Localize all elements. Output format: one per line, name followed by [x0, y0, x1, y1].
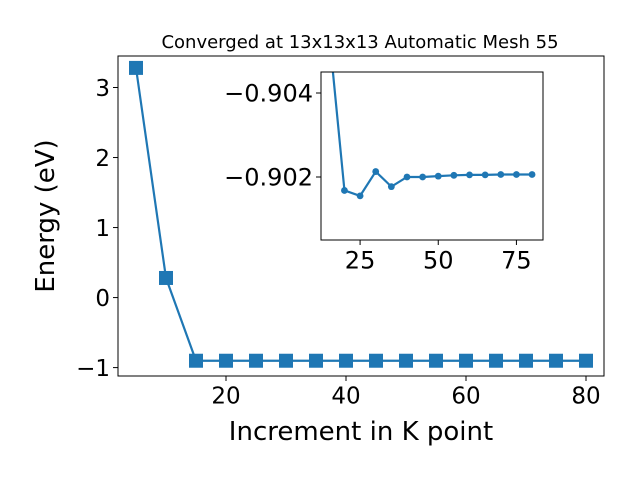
- main-x-tick-label: 60: [451, 384, 480, 410]
- inset-data-point: [481, 171, 489, 179]
- main-y-tick-label: 2: [95, 146, 110, 172]
- main-series-line: [134, 67, 586, 362]
- chart-title: Converged at 13x13x13 Automatic Mesh 55: [161, 32, 558, 53]
- main-data-point: [219, 353, 233, 368]
- inset-plot: 25 50 75 −0.902 −0.904: [224, 71, 544, 275]
- main-data-point: [249, 353, 263, 368]
- main-data-point: [549, 353, 563, 368]
- inset-x-tick-label: 25: [345, 247, 376, 275]
- inset-data-point: [341, 187, 348, 194]
- main-x-tick-label: 20: [211, 384, 240, 410]
- inset-x-tick-label: 50: [423, 247, 454, 275]
- main-x-tick-label: 80: [571, 384, 600, 410]
- inset-axes-frame: [320, 71, 544, 241]
- inset-data-point: [450, 171, 458, 179]
- main-y-tick-label: −1: [76, 356, 110, 382]
- main-axes-frame: [117, 55, 605, 377]
- inset-data-point: [387, 183, 395, 191]
- inset-x-axis-ticks: 25 50 75: [345, 240, 532, 275]
- main-data-point: [519, 353, 533, 368]
- main-data-point: [189, 353, 203, 368]
- main-plot: 20 40 60 80 −1 0 1 2 3 Increment in K point Ene…: [31, 55, 605, 447]
- main-y-tick-label: 1: [95, 216, 110, 242]
- inset-data-point: [513, 171, 520, 178]
- x-axis-label: Increment in K point: [229, 417, 493, 447]
- main-x-tick-label: 40: [331, 384, 360, 410]
- inset-data-point: [419, 173, 427, 181]
- main-data-point: [399, 353, 413, 368]
- main-data-point: [309, 353, 323, 368]
- main-y-axis-ticks: −1 0 1 2 3: [76, 76, 118, 382]
- main-data-point: [489, 353, 503, 368]
- main-y-tick-label: 0: [95, 286, 110, 312]
- inset-data-point: [356, 192, 364, 200]
- main-data-point: [339, 353, 353, 368]
- inset-data-point: [434, 172, 442, 180]
- main-data-point: [369, 353, 383, 368]
- inset-series: [331, 72, 536, 200]
- inset-data-point: [372, 168, 380, 175]
- inset-y-tick-label: −0.904: [224, 80, 313, 108]
- main-data-point: [159, 270, 173, 285]
- inset-data-point: [528, 171, 536, 178]
- main-data-point: [579, 353, 593, 368]
- inset-y-axis-ticks: −0.902 −0.904: [224, 80, 321, 192]
- inset-x-tick-label: 75: [501, 247, 532, 275]
- inset-data-point: [466, 171, 473, 179]
- main-data-point: [279, 353, 293, 368]
- main-y-tick-label: 3: [95, 76, 110, 102]
- main-data-point: [429, 353, 443, 368]
- main-x-axis-ticks: 20 40 60 80: [211, 376, 601, 410]
- inset-y-tick-label: −0.902: [224, 164, 313, 192]
- main-data-point: [459, 353, 473, 368]
- main-series: [129, 60, 593, 368]
- y-axis-label: Energy (eV): [31, 139, 61, 292]
- inset-data-point: [403, 173, 411, 181]
- main-data-point: [129, 60, 143, 75]
- inset-data-point: [497, 171, 505, 178]
- inset-background: [321, 72, 543, 240]
